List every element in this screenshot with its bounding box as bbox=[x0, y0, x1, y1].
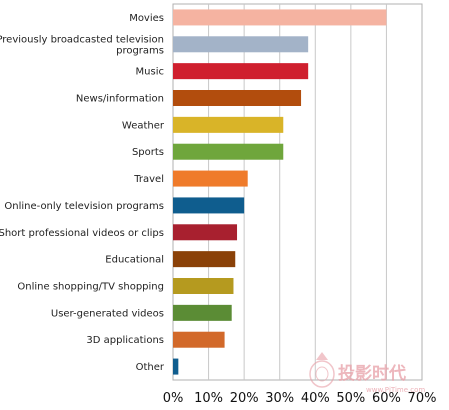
bars bbox=[173, 9, 387, 375]
category-label: Weather bbox=[122, 120, 165, 131]
watermark: 投影时代 www.PjTime.com bbox=[309, 352, 425, 394]
x-tick-label: 0% bbox=[163, 391, 184, 406]
bar bbox=[173, 36, 309, 53]
category-label: programs bbox=[116, 45, 164, 56]
bar bbox=[173, 278, 234, 294]
category-label: Music bbox=[136, 67, 164, 78]
category-label: Travel bbox=[133, 174, 164, 185]
bar bbox=[173, 197, 245, 214]
category-label: User-generated videos bbox=[51, 308, 164, 319]
category-label: News/information bbox=[76, 94, 164, 105]
bar bbox=[173, 251, 236, 268]
bar bbox=[173, 358, 179, 375]
bar bbox=[173, 224, 238, 241]
category-label: Online shopping/TV shopping bbox=[17, 282, 164, 293]
bar bbox=[173, 331, 225, 348]
x-tick-label: 50% bbox=[336, 391, 365, 406]
category-label: Other bbox=[136, 362, 165, 373]
bar bbox=[173, 9, 387, 26]
x-tick-label: 30% bbox=[265, 391, 294, 406]
x-tick-label: 20% bbox=[230, 391, 259, 406]
watermark-url: www.PjTime.com bbox=[366, 386, 425, 394]
x-tick-label: 40% bbox=[301, 391, 330, 406]
bar bbox=[173, 63, 309, 80]
bar bbox=[173, 143, 284, 160]
category-labels: Movies Previously broadcasted televisionp… bbox=[0, 13, 165, 373]
bar bbox=[173, 304, 232, 321]
plot-area bbox=[172, 3, 423, 381]
category-label: Short professional videos or clips bbox=[0, 228, 164, 239]
x-tick-label: 10% bbox=[194, 391, 223, 406]
x-tick-label: 70% bbox=[408, 391, 437, 406]
bar bbox=[173, 170, 248, 187]
category-label: Previously broadcasted television bbox=[0, 34, 164, 45]
bar bbox=[173, 116, 284, 133]
x-axis-tick-labels: 0% 10% 20% 30% 40% 50% 60% 70% bbox=[163, 391, 437, 406]
category-label: Educational bbox=[105, 255, 164, 266]
watermark-logo-icon bbox=[309, 352, 335, 388]
category-label: Sports bbox=[132, 147, 164, 158]
watermark-text: 投影时代 bbox=[338, 363, 406, 384]
bar bbox=[173, 90, 302, 106]
category-label: 3D applications bbox=[86, 335, 164, 346]
x-tick-label: 60% bbox=[372, 391, 401, 406]
category-label: Online-only television programs bbox=[4, 201, 164, 212]
category-label: Movies bbox=[129, 13, 164, 24]
